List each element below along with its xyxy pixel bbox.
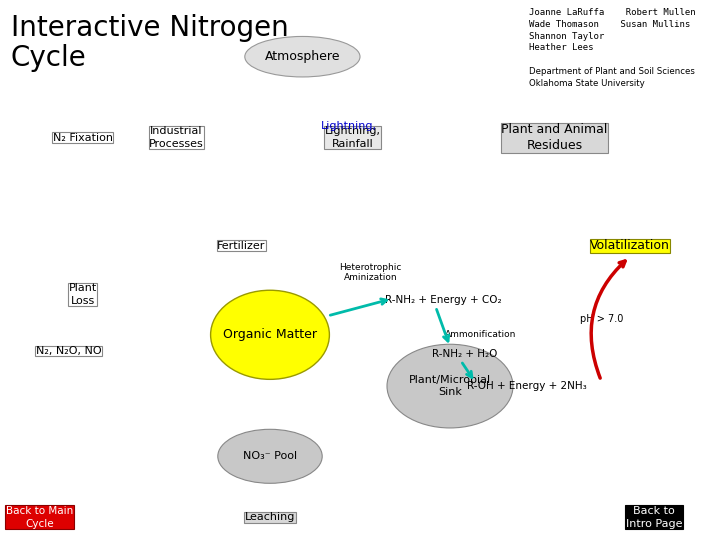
Text: Joanne LaRuffa    Robert Mullen
Wade Thomason    Susan Mullins
Shannon Taylor
He: Joanne LaRuffa Robert Mullen Wade Thomas… [529, 8, 696, 52]
Text: R-OH + Energy + 2NH₃: R-OH + Energy + 2NH₃ [467, 381, 586, 391]
Text: pH > 7.0: pH > 7.0 [580, 314, 623, 323]
Text: Atmosphere: Atmosphere [265, 50, 340, 63]
Text: Fertilizer: Fertilizer [217, 241, 266, 251]
Text: Lightning,
Rainfall: Lightning, Rainfall [325, 126, 381, 149]
Text: Organic Matter: Organic Matter [223, 328, 317, 341]
Text: Interactive Nitrogen
Cycle: Interactive Nitrogen Cycle [11, 14, 289, 72]
Ellipse shape [387, 345, 513, 428]
Text: Plant
Loss: Plant Loss [68, 283, 97, 306]
Text: Volatilization: Volatilization [590, 239, 670, 252]
Text: NO₃⁻ Pool: NO₃⁻ Pool [243, 451, 297, 461]
Text: Ammonification: Ammonification [445, 330, 516, 339]
Text: N₂, N₂O, NO: N₂, N₂O, NO [35, 346, 102, 356]
Text: R-NH₂ + H₂O: R-NH₂ + H₂O [432, 349, 498, 359]
Ellipse shape [210, 291, 329, 379]
Text: Lightning,: Lightning, [321, 121, 377, 131]
Text: Heterotrophic
Aminization: Heterotrophic Aminization [340, 263, 402, 282]
Text: Plant/Microbial
Sink: Plant/Microbial Sink [409, 375, 491, 397]
Text: R-NH₂ + Energy + CO₂: R-NH₂ + Energy + CO₂ [385, 295, 502, 305]
Text: Back to Main
Cycle: Back to Main Cycle [6, 506, 73, 529]
Text: N₂ Fixation: N₂ Fixation [53, 133, 113, 143]
Ellipse shape [245, 36, 360, 77]
Text: Plant and Animal
Residues: Plant and Animal Residues [501, 123, 608, 152]
Text: Industrial
Processes: Industrial Processes [149, 126, 204, 149]
Text: Leaching: Leaching [245, 512, 295, 522]
Ellipse shape [217, 429, 323, 483]
Text: Department of Plant and Soil Sciences
Oklahoma State University: Department of Plant and Soil Sciences Ok… [529, 68, 695, 89]
Text: Back to
Intro Page: Back to Intro Page [626, 506, 682, 529]
